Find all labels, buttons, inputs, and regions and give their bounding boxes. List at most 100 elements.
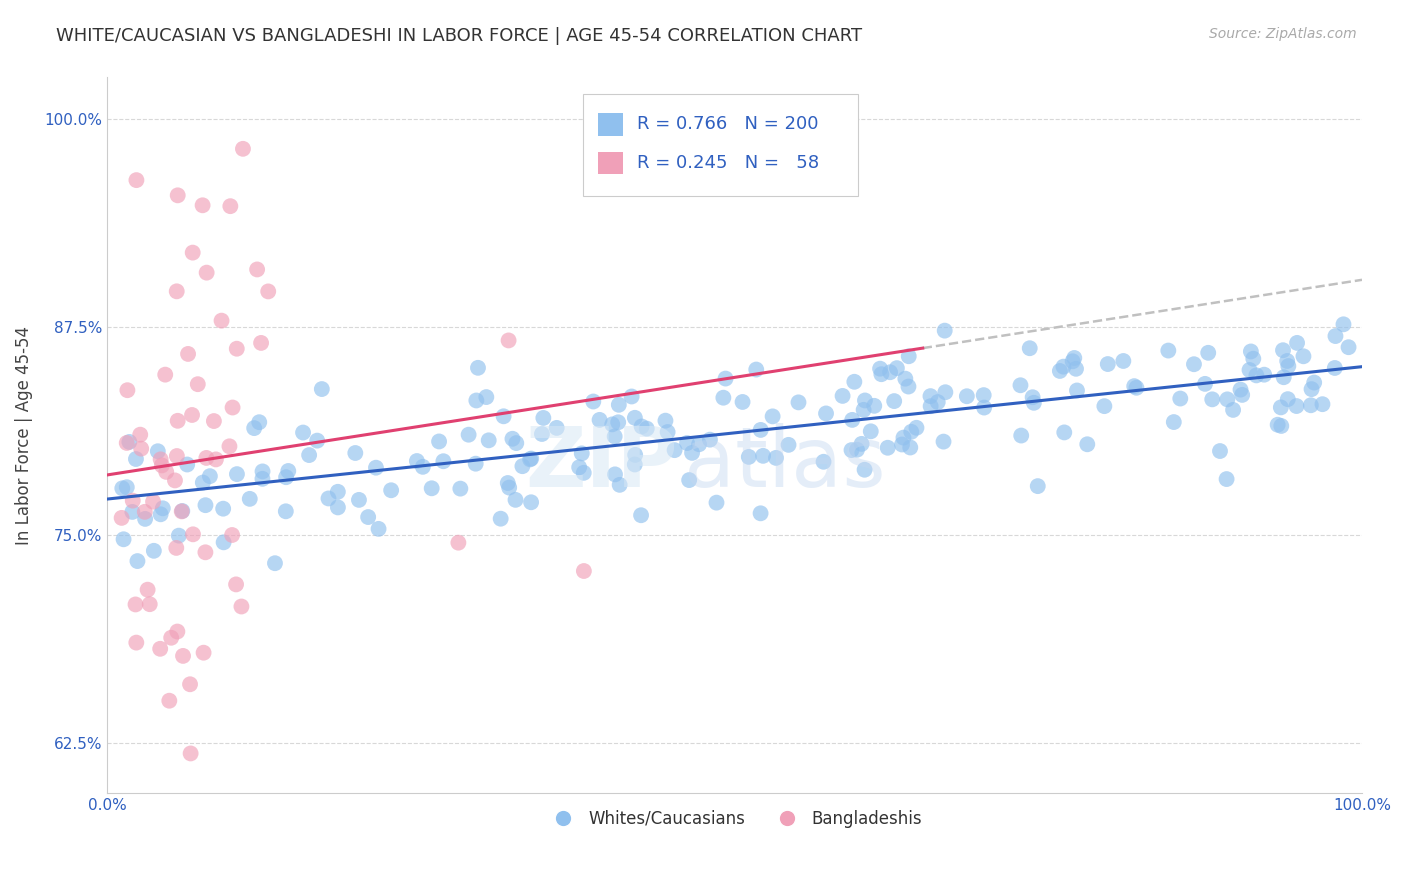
Point — [111, 511, 134, 525]
Point — [134, 505, 156, 519]
Point — [894, 372, 917, 386]
Y-axis label: In Labor Force | Age 45-54: In Labor Force | Age 45-54 — [15, 326, 32, 544]
Point — [1270, 419, 1292, 434]
Point — [1049, 364, 1071, 378]
Point — [886, 361, 908, 376]
Point — [841, 443, 863, 458]
Point — [115, 436, 138, 450]
Point — [142, 494, 165, 508]
Point — [501, 432, 523, 446]
Text: Source: ZipAtlas.com: Source: ZipAtlas.com — [1209, 27, 1357, 41]
Point — [1092, 399, 1115, 413]
Point — [146, 444, 169, 458]
Point — [181, 245, 204, 260]
Point — [609, 478, 631, 492]
Point — [226, 467, 249, 482]
Point — [1215, 472, 1237, 486]
Point — [1063, 351, 1085, 365]
Point — [1022, 396, 1045, 410]
Point — [699, 433, 721, 447]
Point — [191, 475, 214, 490]
Point — [1182, 357, 1205, 371]
Point — [859, 425, 882, 439]
Point — [180, 747, 202, 761]
Point — [218, 439, 240, 453]
Point — [225, 577, 247, 591]
Point — [1303, 376, 1326, 390]
Point — [681, 446, 703, 460]
Point — [636, 422, 658, 436]
Point — [211, 313, 233, 327]
Point — [582, 394, 605, 409]
Point — [125, 635, 148, 649]
Point — [492, 409, 515, 424]
Point — [738, 450, 761, 464]
Point — [1285, 399, 1308, 413]
Point — [1277, 392, 1299, 406]
Point — [1270, 401, 1292, 415]
Point — [129, 442, 152, 456]
Point — [568, 460, 591, 475]
Point — [607, 398, 630, 412]
Point — [177, 347, 200, 361]
Point — [449, 482, 471, 496]
Point — [170, 504, 193, 518]
Point — [1333, 318, 1355, 332]
Point — [813, 455, 835, 469]
Point — [124, 598, 146, 612]
Point — [900, 425, 922, 439]
Point — [231, 599, 253, 614]
Point — [1230, 388, 1253, 402]
Point — [1052, 359, 1074, 374]
Legend: Whites/Caucasians, Bangladeshis: Whites/Caucasians, Bangladeshis — [540, 803, 929, 834]
Point — [531, 411, 554, 425]
Point — [406, 454, 429, 468]
Point — [1272, 370, 1295, 384]
Point — [292, 425, 315, 440]
Point — [252, 472, 274, 486]
Point — [731, 395, 754, 409]
Point — [150, 458, 173, 473]
Text: atlas: atlas — [685, 423, 886, 504]
Point — [498, 334, 520, 348]
Point — [307, 434, 329, 448]
Point — [1286, 335, 1309, 350]
Point — [815, 406, 838, 420]
Point — [221, 528, 243, 542]
Point — [447, 535, 470, 549]
Point — [1076, 437, 1098, 451]
Point — [367, 522, 389, 536]
Point — [326, 484, 349, 499]
Point — [664, 443, 686, 458]
Point — [1157, 343, 1180, 358]
Point — [274, 470, 297, 484]
Point — [1168, 392, 1191, 406]
Point — [149, 508, 172, 522]
Point — [1062, 354, 1084, 368]
Point — [160, 631, 183, 645]
Point — [1323, 361, 1346, 376]
Point — [121, 493, 143, 508]
Point — [243, 421, 266, 435]
Point — [1123, 379, 1146, 393]
Point — [152, 501, 174, 516]
Point — [852, 402, 875, 417]
Point — [478, 434, 501, 448]
Point — [1163, 415, 1185, 429]
Point — [1026, 479, 1049, 493]
Point — [920, 399, 942, 413]
Point — [475, 390, 498, 404]
Point — [572, 564, 595, 578]
Point — [1253, 368, 1275, 382]
Point — [149, 641, 172, 656]
Point — [1222, 403, 1244, 417]
Point — [194, 498, 217, 512]
Point — [1201, 392, 1223, 407]
Point — [1272, 343, 1295, 358]
Point — [530, 427, 553, 442]
Point — [711, 391, 734, 405]
Point — [166, 285, 188, 299]
Point — [193, 646, 215, 660]
Point — [191, 198, 214, 212]
Point — [1097, 357, 1119, 371]
